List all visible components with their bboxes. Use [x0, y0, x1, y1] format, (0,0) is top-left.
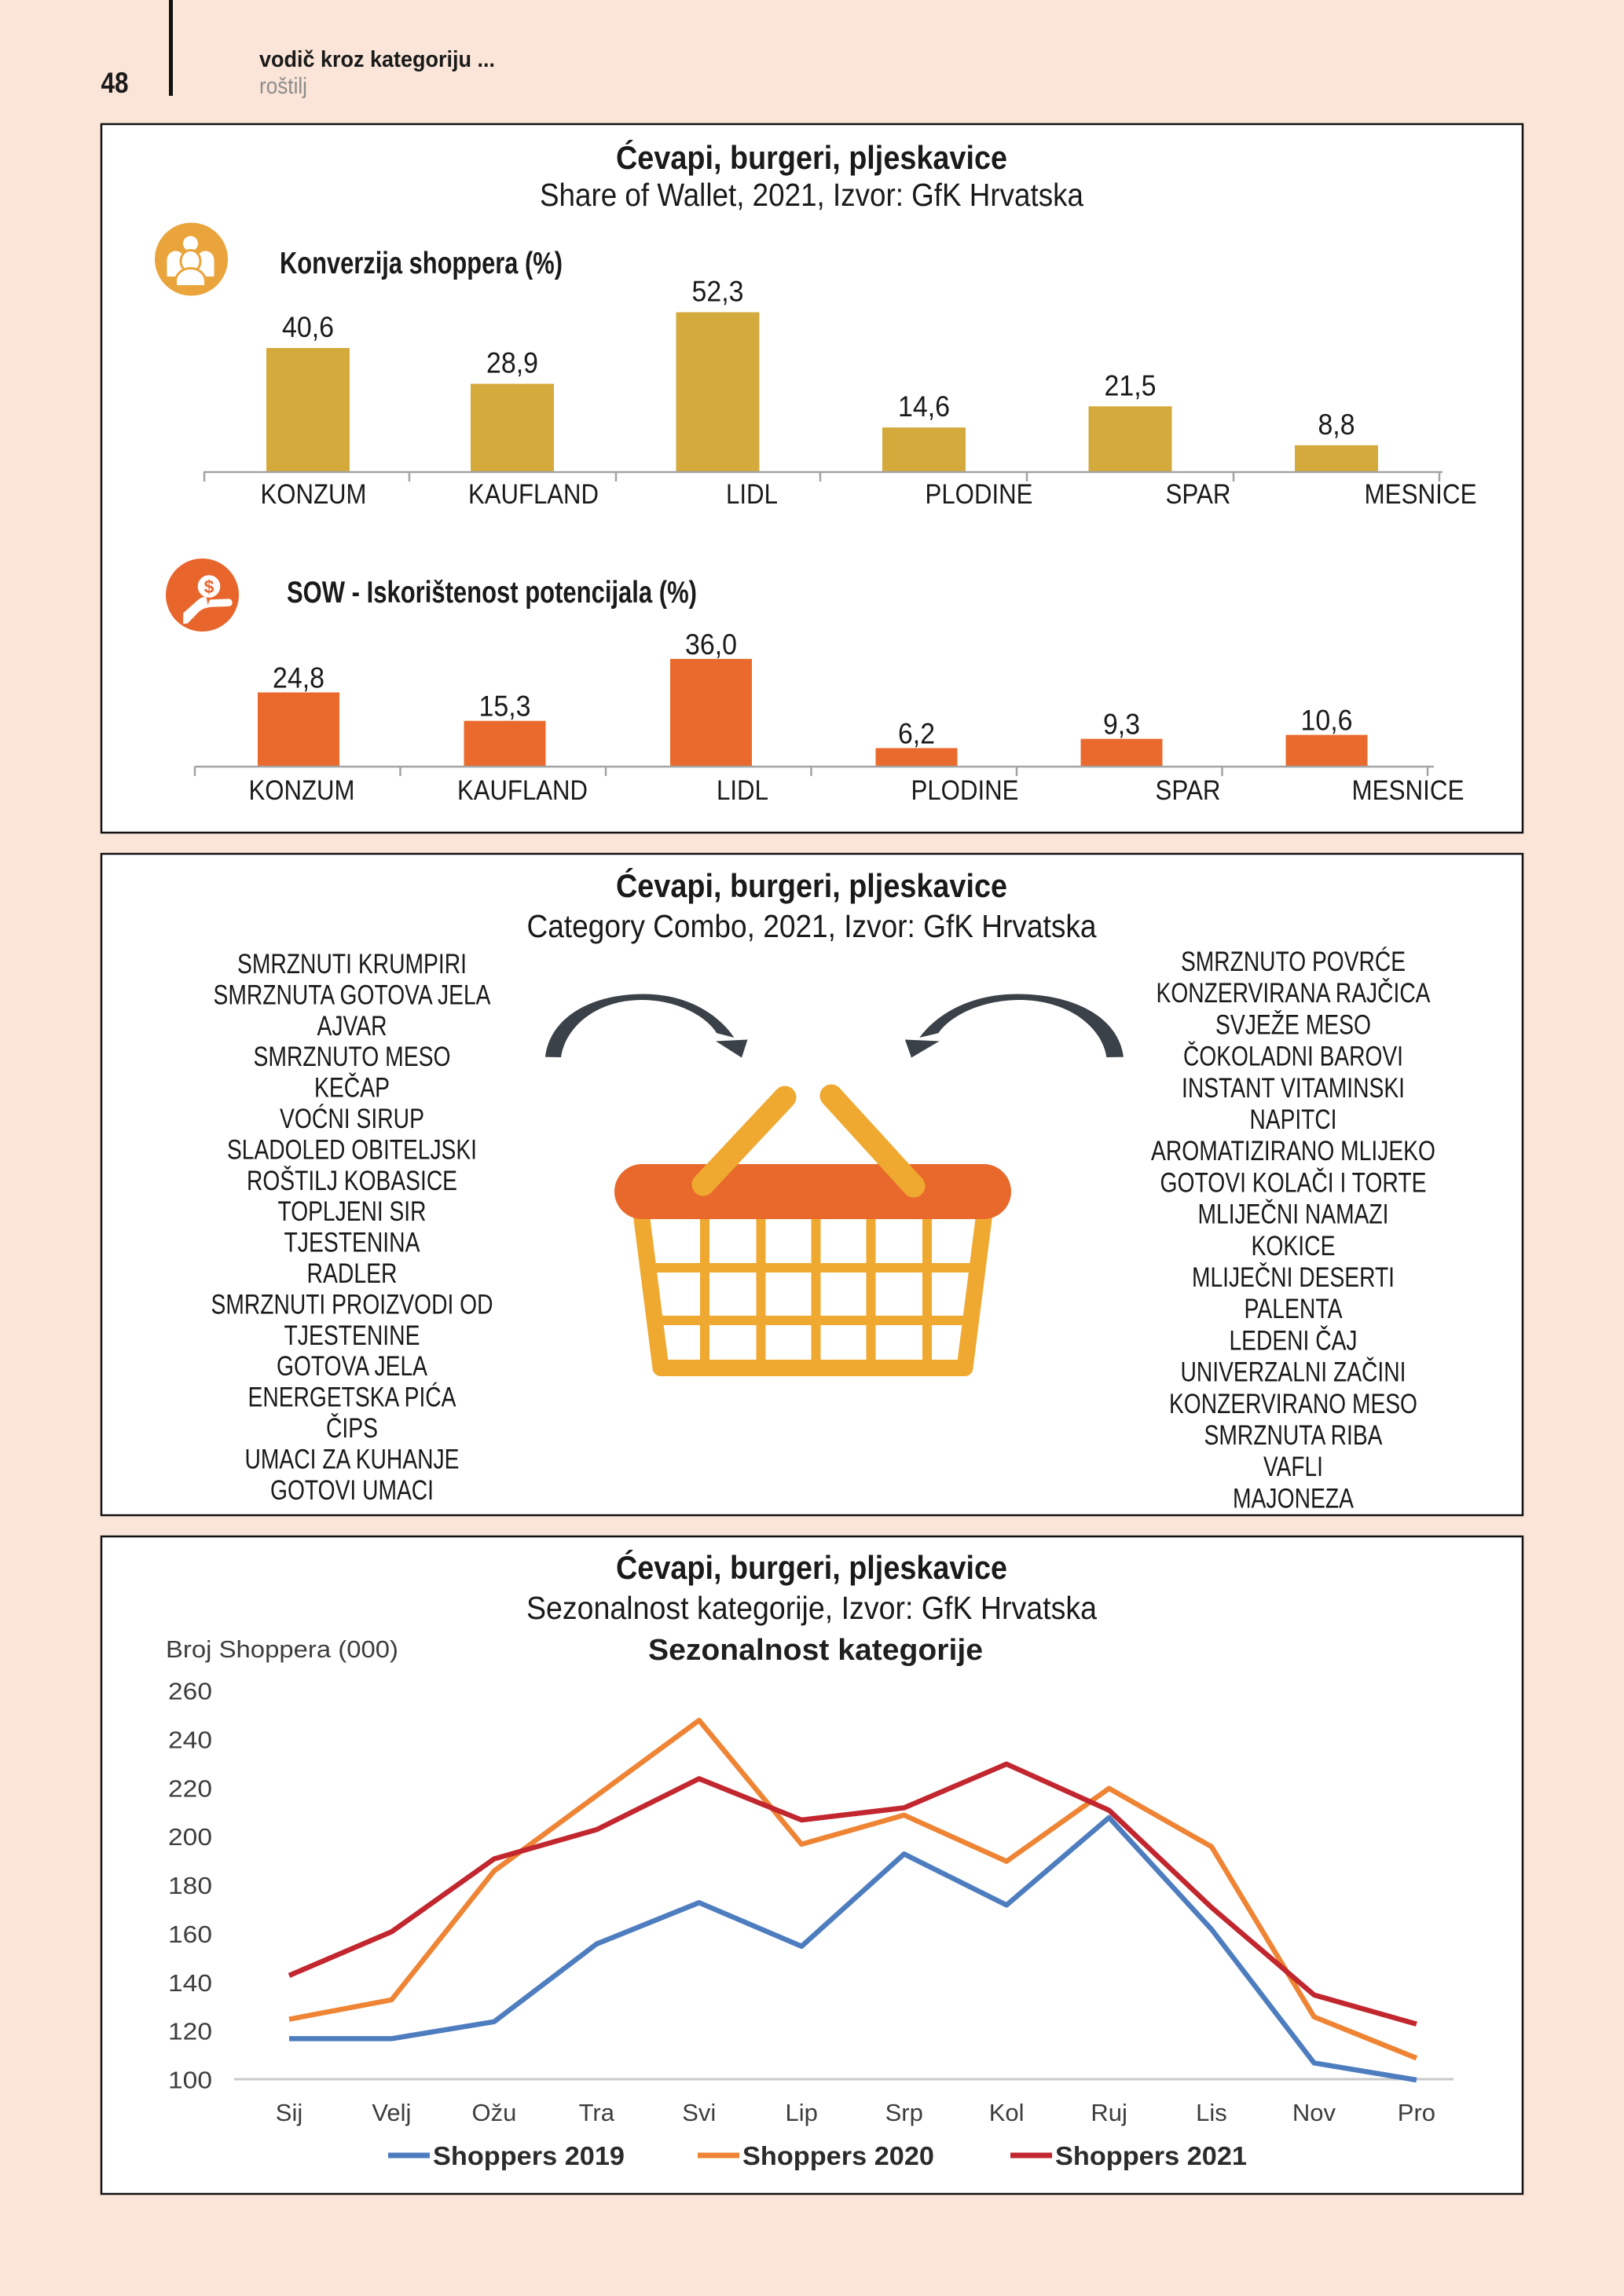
- svg-text:SLADOLED OBITELJSKI: SLADOLED OBITELJSKI: [227, 1134, 477, 1165]
- svg-text:Lis: Lis: [1196, 2099, 1227, 2126]
- svg-text:NAPITCI: NAPITCI: [1250, 1104, 1337, 1135]
- svg-text:Pro: Pro: [1398, 2099, 1435, 2126]
- svg-text:KAUFLAND: KAUFLAND: [457, 775, 588, 806]
- svg-text:MAJONEZA: MAJONEZA: [1233, 1483, 1355, 1514]
- svg-text:KEČAP: KEČAP: [314, 1073, 390, 1104]
- svg-text:120: 120: [168, 2018, 212, 2045]
- svg-text:vodič kroz kategoriju ...: vodič kroz kategoriju ...: [259, 47, 495, 72]
- svg-text:24,8: 24,8: [273, 662, 324, 694]
- svg-text:160: 160: [168, 1921, 212, 1948]
- svg-text:28,9: 28,9: [486, 347, 538, 379]
- svg-text:VOĆNI SIRUP: VOĆNI SIRUP: [280, 1104, 424, 1134]
- svg-text:VAFLI: VAFLI: [1263, 1452, 1323, 1482]
- svg-text:Kol: Kol: [989, 2099, 1025, 2126]
- svg-text:Velj: Velj: [372, 2099, 411, 2126]
- svg-text:RADLER: RADLER: [307, 1258, 398, 1289]
- svg-text:Ćevapi, burgeri, pljeskavice: Ćevapi, burgeri, pljeskavice: [616, 138, 1007, 176]
- svg-text:36,0: 36,0: [685, 628, 737, 661]
- svg-text:PALENTA: PALENTA: [1245, 1294, 1344, 1324]
- svg-text:Share of Wallet, 2021, Izvor:: Share of Wallet, 2021, Izvor: GfK Hrvats…: [540, 177, 1083, 213]
- svg-text:Broj Shoppera (000): Broj Shoppera (000): [166, 1635, 398, 1663]
- svg-text:200: 200: [168, 1823, 212, 1851]
- svg-text:Svi: Svi: [682, 2099, 716, 2126]
- svg-text:Sezonalnost kategorije, Izvor:: Sezonalnost kategorije, Izvor: GfK Hrvat…: [526, 1590, 1097, 1626]
- svg-text:52,3: 52,3: [692, 276, 744, 308]
- svg-text:Sij: Sij: [276, 2099, 302, 2126]
- svg-text:SOW - Iskorištenost potencijal: SOW - Iskorištenost potencijala (%): [287, 576, 697, 610]
- svg-text:10,6: 10,6: [1301, 705, 1353, 737]
- svg-text:LIDL: LIDL: [717, 775, 768, 806]
- svg-text:AJVAR: AJVAR: [317, 1011, 387, 1042]
- svg-text:LIDL: LIDL: [726, 479, 778, 510]
- svg-text:KONZUM: KONZUM: [261, 479, 367, 510]
- svg-text:SMRZNUTA GOTOVA JELA: SMRZNUTA GOTOVA JELA: [214, 980, 492, 1010]
- svg-text:6,2: 6,2: [898, 717, 935, 749]
- svg-text:SMRZNUTO POVRĆE: SMRZNUTO POVRĆE: [1181, 947, 1406, 977]
- svg-text:AROMATIZIRANO MLIJEKO: AROMATIZIRANO MLIJEKO: [1151, 1136, 1435, 1166]
- svg-text:15,3: 15,3: [479, 690, 531, 723]
- svg-text:LEDENI ČAJ: LEDENI ČAJ: [1230, 1325, 1358, 1356]
- svg-text:SPAR: SPAR: [1166, 479, 1231, 510]
- svg-text:Tra: Tra: [579, 2099, 615, 2126]
- svg-text:PLODINE: PLODINE: [926, 479, 1033, 510]
- svg-text:220: 220: [168, 1774, 212, 1802]
- svg-text:TJESTENINE: TJESTENINE: [284, 1320, 420, 1351]
- svg-text:Category Combo, 2021, Izvor: G: Category Combo, 2021, Izvor: GfK Hrvatsk…: [527, 908, 1097, 944]
- svg-text:Ožu: Ožu: [471, 2099, 516, 2126]
- svg-text:KONZERVIRANA RAJČICA: KONZERVIRANA RAJČICA: [1157, 978, 1432, 1009]
- svg-text:MESNICE: MESNICE: [1365, 479, 1477, 510]
- svg-text:SMRZNUTO MESO: SMRZNUTO MESO: [254, 1042, 451, 1072]
- svg-text:ENERGETSKA PIĆA: ENERGETSKA PIĆA: [248, 1382, 457, 1413]
- svg-text:260: 260: [168, 1678, 212, 1705]
- svg-text:SMRZNUTI PROIZVODI OD: SMRZNUTI PROIZVODI OD: [211, 1289, 493, 1320]
- svg-text:SPAR: SPAR: [1156, 775, 1221, 806]
- svg-text:SVJEŽE MESO: SVJEŽE MESO: [1215, 1009, 1371, 1040]
- svg-text:48: 48: [101, 67, 129, 99]
- svg-text:ČIPS: ČIPS: [326, 1413, 378, 1444]
- svg-text:ČOKOLADNI BAROVI: ČOKOLADNI BAROVI: [1183, 1042, 1403, 1072]
- svg-text:TOPLJENI SIR: TOPLJENI SIR: [278, 1196, 427, 1227]
- svg-text:Shoppers 2021: Shoppers 2021: [1055, 2141, 1247, 2170]
- svg-text:PLODINE: PLODINE: [911, 775, 1019, 806]
- svg-text:Nov: Nov: [1292, 2099, 1336, 2126]
- svg-text:GOTOVA JELA: GOTOVA JELA: [277, 1351, 428, 1382]
- svg-text:Srp: Srp: [885, 2099, 923, 2126]
- svg-text:180: 180: [168, 1872, 212, 1899]
- svg-text:SMRZNUTA RIBA: SMRZNUTA RIBA: [1204, 1420, 1384, 1451]
- svg-text:Shoppers 2019: Shoppers 2019: [433, 2141, 625, 2170]
- svg-text:40,6: 40,6: [282, 311, 334, 343]
- svg-text:KAUFLAND: KAUFLAND: [468, 479, 599, 510]
- svg-text:9,3: 9,3: [1103, 709, 1140, 741]
- svg-text:Shoppers 2020: Shoppers 2020: [742, 2141, 934, 2170]
- svg-text:MLIJEČNI NAMAZI: MLIJEČNI NAMAZI: [1198, 1199, 1389, 1230]
- svg-text:MESNICE: MESNICE: [1352, 775, 1465, 806]
- svg-text:Ruj: Ruj: [1091, 2099, 1127, 2126]
- svg-text:240: 240: [168, 1726, 212, 1753]
- svg-text:KONZERVIRANO MESO: KONZERVIRANO MESO: [1169, 1389, 1417, 1419]
- svg-text:14,6: 14,6: [898, 390, 950, 423]
- svg-text:TJESTENINA: TJESTENINA: [284, 1228, 421, 1258]
- svg-text:SMRZNUTI KRUMPIRI: SMRZNUTI KRUMPIRI: [237, 949, 467, 980]
- svg-text:MLIJEČNI DESERTI: MLIJEČNI DESERTI: [1192, 1262, 1395, 1293]
- svg-text:UNIVERZALNI ZAČINI: UNIVERZALNI ZAČINI: [1181, 1357, 1406, 1388]
- svg-text:Konverzija shoppera (%): Konverzija shoppera (%): [280, 247, 563, 280]
- svg-text:140: 140: [168, 1969, 212, 1997]
- svg-text:KONZUM: KONZUM: [249, 775, 355, 806]
- svg-text:UMACI ZA KUHANJE: UMACI ZA KUHANJE: [245, 1444, 460, 1474]
- svg-text:ROŠTILJ KOBASICE: ROŠTILJ KOBASICE: [247, 1166, 457, 1196]
- svg-text:Sezonalnost kategorije: Sezonalnost kategorije: [648, 1634, 983, 1667]
- svg-text:roštilj: roštilj: [259, 74, 307, 99]
- svg-text:8,8: 8,8: [1318, 408, 1355, 441]
- svg-text:Ćevapi, burgeri, pljeskavice: Ćevapi, burgeri, pljeskavice: [616, 1548, 1007, 1586]
- svg-text:GOTOVI UMACI: GOTOVI UMACI: [270, 1475, 434, 1506]
- svg-text:100: 100: [168, 2067, 212, 2094]
- svg-text:KOKICE: KOKICE: [1252, 1231, 1336, 1262]
- svg-text:Ćevapi, burgeri, pljeskavice: Ćevapi, burgeri, pljeskavice: [616, 866, 1007, 904]
- svg-text:21,5: 21,5: [1105, 369, 1157, 401]
- svg-text:INSTANT VITAMINSKI: INSTANT VITAMINSKI: [1182, 1073, 1405, 1104]
- svg-text:Lip: Lip: [786, 2099, 818, 2126]
- svg-text:GOTOVI KOLAČI I TORTE: GOTOVI KOLAČI I TORTE: [1160, 1167, 1427, 1198]
- svg-text:$: $: [204, 577, 214, 597]
